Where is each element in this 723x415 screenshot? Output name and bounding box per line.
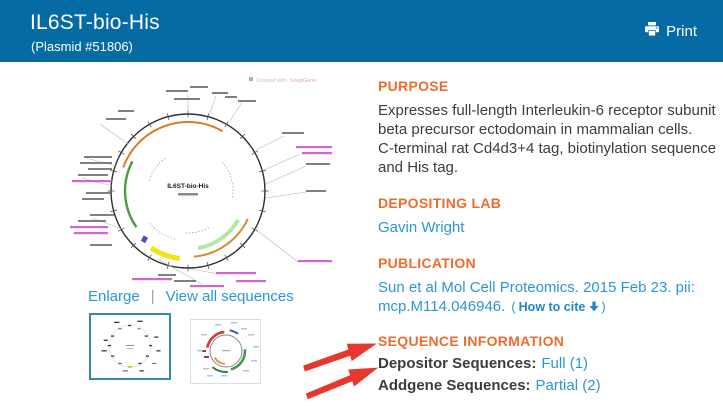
enlarge-link[interactable]: Enlarge (88, 288, 140, 305)
purpose-section: PURPOSE Expresses full-length Interleuki… (378, 78, 723, 177)
map-thumbnail-1-image (101, 320, 161, 372)
svg-text:Created with: Created with (256, 78, 287, 84)
depositor-sequences-label: Depositor Sequences: (378, 355, 537, 372)
svg-text:SnapGene: SnapGene (290, 78, 316, 84)
feature-labels-gray (78, 86, 330, 282)
depositor-sequences-row: Depositor Sequences: Full (1) (378, 353, 723, 375)
addgene-sequences-link[interactable]: Partial (2) (535, 377, 601, 394)
purpose-text-line: C-terminal rat Cd4d3+4 tag, biotinylatio… (378, 140, 717, 157)
map-thumbnail-alternate[interactable] (190, 319, 261, 384)
plasmid-details-panel: PURPOSE Expresses full-length Interleuki… (378, 78, 723, 415)
feature-arcs (122, 121, 249, 261)
link-divider: | (150, 288, 155, 305)
sequence-information-section: SEQUENCE INFORMATION Depositor Sequences… (378, 333, 723, 397)
print-button[interactable]: Print (644, 21, 697, 41)
depositing-lab-link[interactable]: Gavin Wright (378, 219, 465, 236)
print-label: Print (666, 22, 697, 40)
view-all-sequences-link[interactable]: View all sequences (165, 288, 294, 305)
feature-marker (140, 235, 149, 244)
map-center-label: IL6ST-bio-His (167, 183, 209, 190)
how-to-cite-link[interactable]: How to cite (518, 300, 586, 314)
feature-labels-magenta (70, 146, 332, 288)
sequence-information-heading: SEQUENCE INFORMATION (378, 333, 565, 349)
depositor-sequences-link[interactable]: Full (1) (541, 355, 589, 372)
purpose-heading: PURPOSE (378, 78, 449, 94)
page-header: IL6ST-bio-His (Plasmid #51806) Print (0, 0, 723, 62)
map-links-row: Enlarge | View all sequences (88, 288, 294, 305)
depositing-lab-heading: DEPOSITING LAB (378, 195, 502, 211)
snapgene-watermark: Created with SnapGene (249, 77, 316, 84)
publication-link[interactable]: Sun et al Mol Cell Proteomics. 2015 Feb … (378, 279, 695, 296)
cite-paren-close: ) (601, 299, 606, 314)
purpose-text-line: Expresses full-length Interleukin-6 rece… (378, 102, 716, 119)
map-bp-label (178, 193, 198, 196)
purpose-text-line: and His tag. (378, 159, 459, 176)
restriction-site-ticks (107, 110, 269, 272)
annotation-arrow-depositor (303, 343, 377, 372)
depositing-lab-section: DEPOSITING LAB Gavin Wright (378, 195, 723, 237)
map-thumbnail-selected[interactable] (89, 313, 171, 380)
addgene-sequences-row: Addgene Sequences: Partial (2) (378, 375, 723, 397)
cite-paren-open: ( (511, 299, 516, 314)
purpose-text-line: beta precursor ectodomain in mammalian c… (378, 121, 693, 138)
plasmid-map-image[interactable]: Created with SnapGene (70, 66, 335, 291)
map-thumbnail-2-image (197, 322, 259, 377)
inner-label-arcs (149, 157, 234, 240)
publication-section: PUBLICATION Sun et al Mol Cell Proteomic… (378, 255, 723, 317)
printer-icon (644, 21, 660, 41)
publication-heading: PUBLICATION (378, 255, 476, 271)
page-title: IL6ST-bio-His (30, 11, 160, 34)
plasmid-number: (Plasmid #51806) (31, 39, 133, 54)
addgene-sequences-label: Addgene Sequences: (378, 377, 531, 394)
annotation-arrow-addgene (305, 367, 379, 400)
publication-link-continued[interactable]: mcp.M114.046946. (378, 298, 506, 315)
arrow-down-icon (589, 299, 599, 317)
